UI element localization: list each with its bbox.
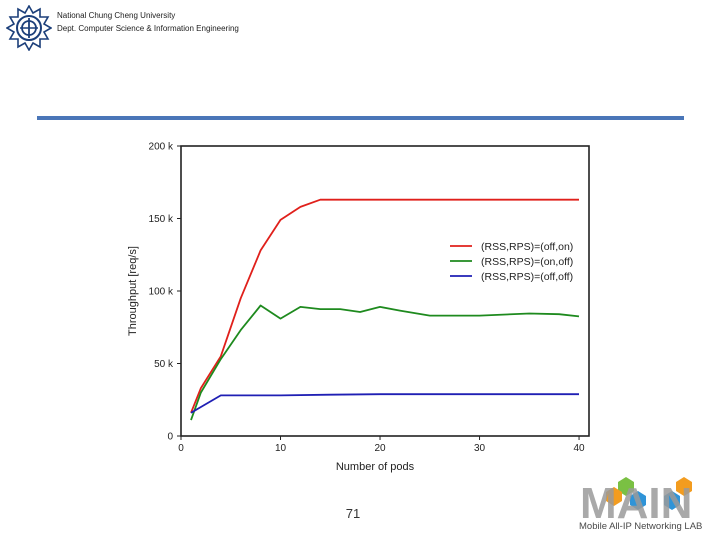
legend-label-2: (RSS,RPS)=(on,off) xyxy=(481,256,573,268)
y-tick-label: 200 k xyxy=(149,142,174,153)
lab-logo-text: MAIN xyxy=(580,479,692,528)
series-line-3 xyxy=(190,393,579,414)
y-tick-label: 150 k xyxy=(149,214,174,225)
x-tick-label: 0 xyxy=(178,443,184,454)
page-number: 71 xyxy=(345,506,361,521)
x-tick-label: 20 xyxy=(374,443,386,454)
university-seal-icon xyxy=(6,5,52,51)
series-line-2 xyxy=(190,304,580,421)
main-lab-logo: MAIN xyxy=(580,477,692,528)
legend-label-3: (RSS,RPS)=(off,off) xyxy=(481,271,573,283)
y-axis-label: Throughput [req/s] xyxy=(127,246,139,336)
lab-name: Mobile All-IP Networking LAB xyxy=(579,521,703,532)
department-name: Dept. Computer Science & Information Eng… xyxy=(57,24,239,33)
title-divider xyxy=(37,116,684,120)
x-tick-label: 30 xyxy=(474,443,486,454)
x-tick-label: 10 xyxy=(275,443,287,454)
x-axis-label: Number of pods xyxy=(336,461,415,473)
y-tick-label: 100 k xyxy=(149,287,174,298)
x-tick-label: 40 xyxy=(573,443,585,454)
university-name: National Chung Cheng University xyxy=(57,11,176,20)
y-tick-label: 50 k xyxy=(154,359,174,370)
series-line-1 xyxy=(190,198,579,414)
plot-frame xyxy=(180,145,590,437)
y-tick-label: 0 xyxy=(167,432,173,443)
header: National Chung Cheng University Dept. Co… xyxy=(57,9,239,35)
legend-label-1: (RSS,RPS)=(off,on) xyxy=(481,241,573,253)
